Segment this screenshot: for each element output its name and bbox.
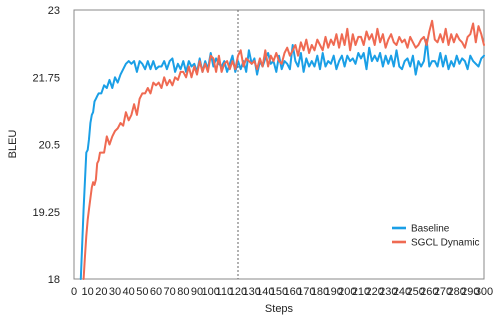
x-tick-label: 220 (365, 286, 383, 298)
x-tick-label: 0 (71, 286, 77, 298)
x-tick-label: 150 (270, 286, 288, 298)
x-tick-label: 280 (447, 286, 465, 298)
x-tick-label: 50 (136, 286, 148, 298)
y-tick-label: 18 (48, 274, 60, 286)
x-tick-label: 200 (338, 286, 356, 298)
x-tick-label: 30 (109, 286, 121, 298)
legend-label-baseline: Baseline (411, 224, 450, 235)
x-tick-label: 190 (324, 286, 342, 298)
series-lines (79, 19, 485, 280)
x-tick-label: 270 (434, 286, 452, 298)
x-tick-label: 240 (393, 286, 411, 298)
x-tick-label: 80 (177, 286, 189, 298)
y-tick-labels: 18 19.25 20.5 21.75 23 (32, 5, 60, 286)
legend: Baseline SGCL Dynamic (392, 224, 480, 249)
x-tick-label: 300 (475, 286, 493, 298)
x-tick-label: 40 (123, 286, 135, 298)
x-tick-label: 120 (229, 286, 247, 298)
x-tick-label: 210 (352, 286, 370, 298)
x-tick-labels: 0 10 20 30 40 50 60 70 80 90100110120130140150160… (71, 286, 493, 298)
x-tick-label: 250 (406, 286, 424, 298)
x-tick-label: 20 (95, 286, 107, 298)
x-tick-label: 110 (216, 286, 234, 298)
legend-label-sgcl-dynamic: SGCL Dynamic (411, 238, 480, 249)
x-tick-label: 60 (150, 286, 162, 298)
plot-frame (73, 9, 485, 280)
x-tick-label: 170 (297, 286, 315, 298)
x-axis-title: Steps (265, 303, 294, 315)
x-tick-label: 100 (201, 286, 219, 298)
x-tick-label: 230 (379, 286, 397, 298)
y-tick-label: 20.5 (39, 140, 60, 152)
x-tick-label: 260 (420, 286, 438, 298)
y-tick-label: 23 (48, 5, 60, 17)
x-tick-label: 180 (311, 286, 329, 298)
x-tick-label: 70 (164, 286, 176, 298)
x-tick-label: 90 (191, 286, 203, 298)
x-tick-label: 140 (256, 286, 274, 298)
y-tick-label: 19.25 (32, 207, 60, 219)
x-tick-label: 290 (461, 286, 479, 298)
x-tick-label: 130 (242, 286, 260, 298)
series-line-baseline (79, 38, 485, 280)
series-line-sgcl-dynamic (82, 19, 485, 280)
plot-border (73, 9, 485, 280)
x-tick-label: 10 (82, 286, 94, 298)
y-tick-label: 21.75 (32, 72, 60, 84)
y-axis-title: BLEU (7, 130, 19, 159)
x-tick-label: 160 (283, 286, 301, 298)
